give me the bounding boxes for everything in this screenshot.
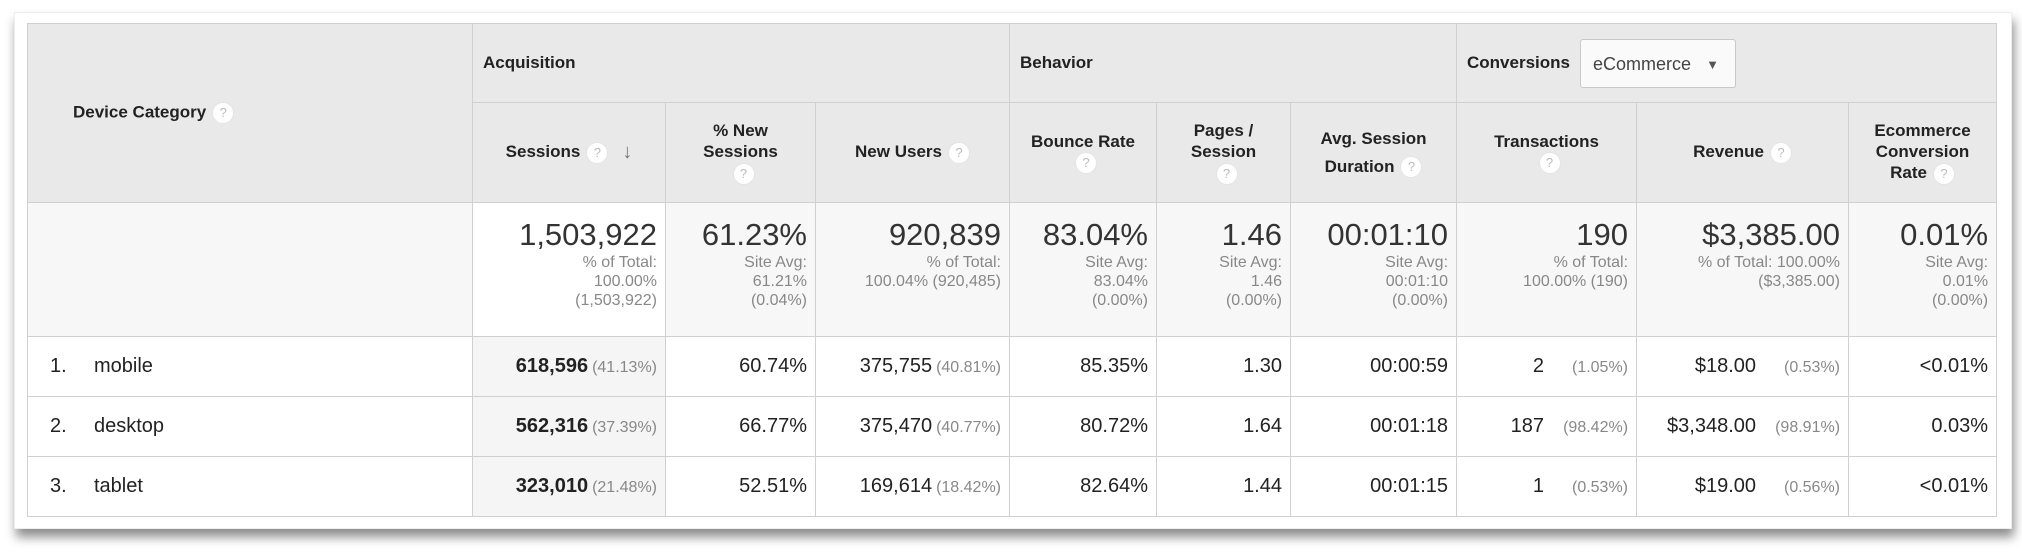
column-new-sessions-pct[interactable]: % New Sessions? [665, 102, 816, 203]
pages-session-cell: 1.30 [1156, 336, 1291, 397]
revenue-cell: $19.00 (0.56%) [1636, 456, 1850, 517]
column-sessions[interactable]: Sessions? ↓ [472, 102, 666, 203]
avg-duration-cell: 00:00:59 [1289, 336, 1458, 397]
column-bounce-rate[interactable]: Bounce Rate? [1009, 102, 1157, 203]
summary-cell: 00:01:10 Site Avg: 00:01:10 (0.00%) [1289, 202, 1458, 337]
avg-duration-cell: 00:01:15 [1289, 456, 1458, 517]
transactions-cell: 187 (98.42%) [1456, 396, 1638, 457]
summary-cell: 61.23% Site Avg: 61.21% (0.04%) [665, 202, 816, 337]
summary-cell: 1,503,922% of Total: 100.00% (1,503,922) [472, 202, 666, 337]
new-sessions-cell: 60.74% [665, 336, 816, 397]
conversion-rate-cell: 0.03% [1848, 396, 1998, 457]
help-icon[interactable]: ? [212, 102, 235, 124]
summary-row: 1,503,922% of Total: 100.00% (1,503,922) 6… [27, 202, 1998, 337]
help-icon[interactable]: ? [1075, 152, 1097, 175]
conversions-dropdown[interactable]: eCommerce ▼ [1580, 38, 1736, 88]
dimension-header[interactable]: Device Category? [27, 23, 473, 203]
conversion-rate-cell: <0.01% [1848, 456, 1998, 517]
new-users-cell: 375,470 (40.77%) [815, 396, 1010, 457]
sort-descending-icon[interactable]: ↓ [622, 141, 633, 164]
column-revenue[interactable]: Revenue? [1636, 102, 1850, 203]
column-pages-session[interactable]: Pages / Session? [1156, 102, 1291, 203]
avg-duration-cell: 00:01:18 [1289, 396, 1458, 457]
column-new-users[interactable]: New Users? [815, 102, 1010, 203]
help-icon[interactable]: ? [1215, 162, 1238, 185]
summary-cell: 0.01% Site Avg: 0.01% (0.00%) [1848, 202, 1998, 337]
help-icon[interactable]: ? [1538, 152, 1561, 175]
new-users-cell: 169,614 (18.42%) [815, 456, 1010, 517]
help-icon[interactable]: ? [1400, 156, 1423, 179]
table-row: 1. mobile 618,596 (41.13%) 60.74% 375,755 (40.… [27, 336, 1998, 397]
table-row: 3. tablet 323,010 (21.48%) 52.51% 169,614 (18.… [27, 456, 1998, 517]
device-category-report-table: Device Category? Acquisition Behavior Co… [27, 23, 1998, 517]
new-users-cell: 375,755 (40.81%) [815, 336, 1010, 397]
help-icon[interactable]: ? [586, 141, 609, 164]
help-icon[interactable]: ? [947, 141, 970, 164]
new-sessions-cell: 52.51% [665, 456, 816, 517]
help-icon[interactable]: ? [1932, 162, 1955, 185]
device-link[interactable]: tablet [94, 475, 143, 497]
pages-session-cell: 1.44 [1156, 456, 1291, 517]
summary-cell: 920,839% of Total: 100.04% (920,485) [815, 202, 1010, 337]
column-avg-session-duration[interactable]: Avg. Session Duration? [1289, 102, 1458, 203]
summary-cell: 83.04% Site Avg: 83.04% (0.00%) [1009, 202, 1157, 337]
help-icon[interactable]: ? [732, 162, 755, 185]
transactions-cell: 2 (1.05%) [1456, 336, 1638, 397]
sessions-cell: 618,596 (41.13%) [472, 336, 666, 397]
group-acquisition: Acquisition [472, 23, 1010, 103]
group-behavior: Behavior [1008, 23, 1458, 103]
device-cell: 2. desktop [27, 396, 473, 457]
summary-empty [27, 202, 473, 337]
bounce-rate-cell: 85.35% [1009, 336, 1157, 397]
caret-down-icon: ▼ [1706, 56, 1719, 72]
table-row: 2. desktop 562,316 (37.39%) 66.77% 375,470 (40… [27, 396, 1998, 457]
revenue-cell: $3,348.00 (98.91%) [1636, 396, 1850, 457]
bounce-rate-cell: 82.64% [1009, 456, 1157, 517]
device-link[interactable]: desktop [94, 415, 165, 437]
transactions-cell: 1 (0.53%) [1456, 456, 1638, 517]
revenue-cell: $18.00 (0.53%) [1636, 336, 1850, 397]
pages-session-cell: 1.64 [1156, 396, 1291, 457]
device-cell: 3. tablet [27, 456, 473, 517]
sessions-cell: 562,316 (37.39%) [472, 396, 666, 457]
device-link[interactable]: mobile [94, 355, 153, 377]
help-icon[interactable]: ? [1769, 141, 1792, 164]
summary-cell: 1.46 Site Avg: 1.46 (0.00%) [1156, 202, 1291, 337]
column-transactions[interactable]: Transactions? [1456, 102, 1638, 203]
device-cell: 1. mobile [27, 336, 473, 397]
new-sessions-cell: 66.77% [665, 396, 816, 457]
column-ecommerce-conversion-rate[interactable]: Ecommerce Conversion Rate? [1848, 102, 1998, 203]
summary-cell: 190% of Total: 100.00% (190) [1456, 202, 1638, 337]
summary-cell: $3,385.00% of Total: 100.00% ($3,385.00) [1636, 202, 1850, 337]
conversion-rate-cell: <0.01% [1848, 336, 1998, 397]
group-conversions: Conversions eCommerce ▼ [1456, 23, 1998, 103]
bounce-rate-cell: 80.72% [1009, 396, 1157, 457]
sessions-cell: 323,010 (21.48%) [472, 456, 666, 517]
